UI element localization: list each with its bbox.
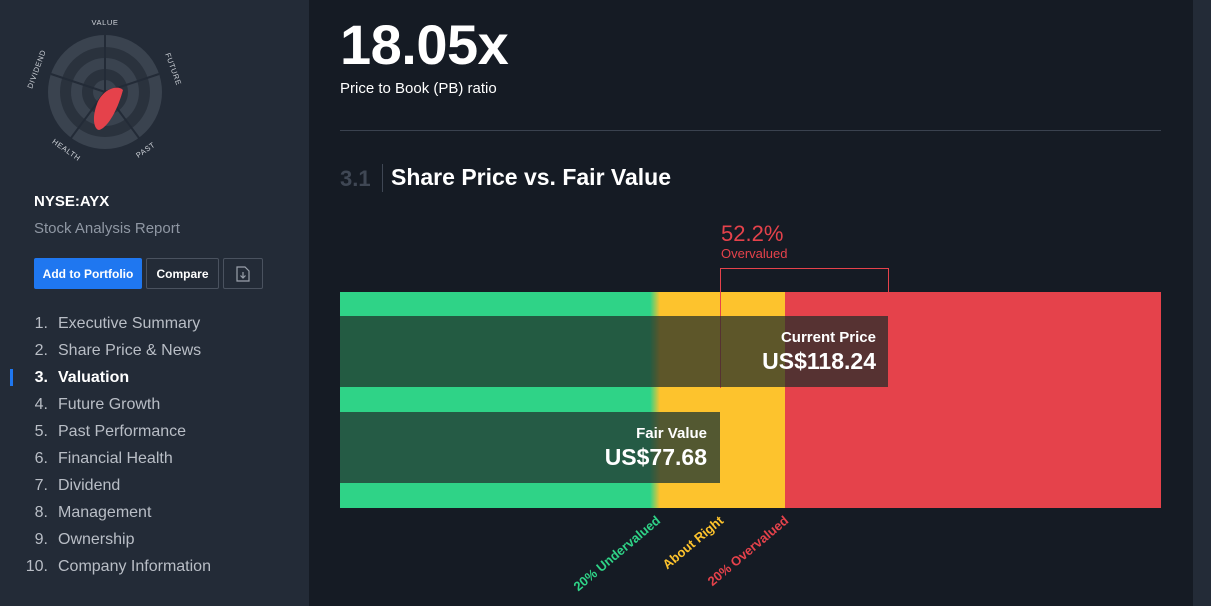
nav-item-number: 1. [34, 314, 48, 332]
zone-label-undervalued: 20% Undervalued [570, 512, 663, 594]
zone-label-about-right: About Right [659, 512, 726, 573]
section-number: 3.1 [340, 166, 371, 191]
nav-item-label: Share Price & News [58, 341, 202, 359]
current-price-text: Current Price US$118.24 [720, 329, 876, 375]
nav-item-6[interactable]: 6. Financial Health [0, 445, 309, 472]
report-subtitle: Stock Analysis Report [34, 220, 180, 237]
nav-item-label: Executive Summary [58, 314, 201, 332]
nav-item-5[interactable]: 5. Past Performance [0, 418, 309, 445]
nav-item-4[interactable]: 4. Future Growth [0, 391, 309, 418]
nav-item-label: Ownership [58, 530, 135, 548]
nav-item-7[interactable]: 7. Dividend [0, 472, 309, 499]
current-price-bar [340, 316, 888, 387]
nav-item-label: Past Performance [58, 422, 187, 440]
snowflake-chart: VALUE FUTURE PAST HEALTH DIVIDEND [25, 18, 183, 163]
nav-item-2[interactable]: 2. Share Price & News [0, 337, 309, 364]
nav-item-number: 6. [34, 449, 48, 467]
nav-item-label: Valuation [58, 368, 130, 386]
nav-item-label: Management [58, 503, 152, 521]
download-icon [236, 265, 250, 282]
fair-value-text: Fair Value US$77.68 [540, 425, 707, 471]
nav-item-8[interactable]: 8. Management [0, 499, 309, 526]
nav-item-9[interactable]: 9. Ownership [0, 526, 309, 553]
nav-item-number: 4. [34, 395, 48, 413]
nav-item-label: Future Growth [58, 395, 161, 413]
add-to-portfolio-button[interactable]: Add to Portfolio [34, 258, 142, 289]
current-price-label: Current Price [780, 329, 876, 346]
stock-ticker: NYSE:AYX [34, 193, 110, 210]
nav-item-number: 2. [34, 341, 48, 359]
fair-value-amount: US$77.68 [604, 444, 707, 470]
fair-value-bar [340, 412, 720, 483]
section-separator [382, 164, 383, 192]
overvalued-percent: 52.2% [721, 221, 784, 246]
overvalued-label: Overvalued [721, 246, 788, 261]
nav-item-number: 8. [34, 503, 48, 521]
nav-item-label: Financial Health [58, 449, 173, 467]
nav-item-number: 3. [34, 368, 48, 386]
pb-ratio-value: 18.05x [340, 13, 509, 76]
snowflake-label-value: VALUE [91, 18, 118, 27]
report-navigation: 1. Executive Summary 2. Share Price & News 3… [0, 310, 309, 580]
pb-ratio-label: Price to Book (PB) ratio [340, 80, 497, 97]
nav-item-1[interactable]: 1. Executive Summary [0, 310, 309, 337]
nav-item-10[interactable]: 10. Company Information [0, 553, 309, 580]
section-title: Share Price vs. Fair Value [391, 164, 671, 190]
nav-item-number: 5. [34, 422, 48, 440]
scrollbar[interactable] [1193, 0, 1211, 606]
current-price-value: US$118.24 [762, 348, 876, 374]
nav-item-number: 7. [34, 476, 48, 494]
nav-item-label: Dividend [58, 476, 121, 494]
snowflake-label-past: PAST [134, 140, 157, 160]
active-nav-marker [10, 369, 13, 386]
compare-button[interactable]: Compare [146, 258, 219, 289]
snowflake-label-dividend: DIVIDEND [25, 49, 47, 90]
fair-value-label: Fair Value [636, 425, 707, 442]
sidebar: VALUE FUTURE PAST HEALTH DIVIDEND NYSE:A… [0, 0, 309, 606]
download-report-button[interactable] [223, 258, 263, 289]
nav-item-number: 10. [25, 557, 48, 575]
nav-item-3[interactable]: 3. Valuation [0, 364, 309, 391]
snowflake-label-future: FUTURE [163, 52, 183, 87]
nav-item-number: 9. [34, 530, 48, 548]
valuation-chart: Current Price US$118.24 Fair Value US$77… [340, 265, 1161, 594]
nav-item-label: Company Information [58, 557, 211, 575]
section-divider [340, 130, 1161, 131]
